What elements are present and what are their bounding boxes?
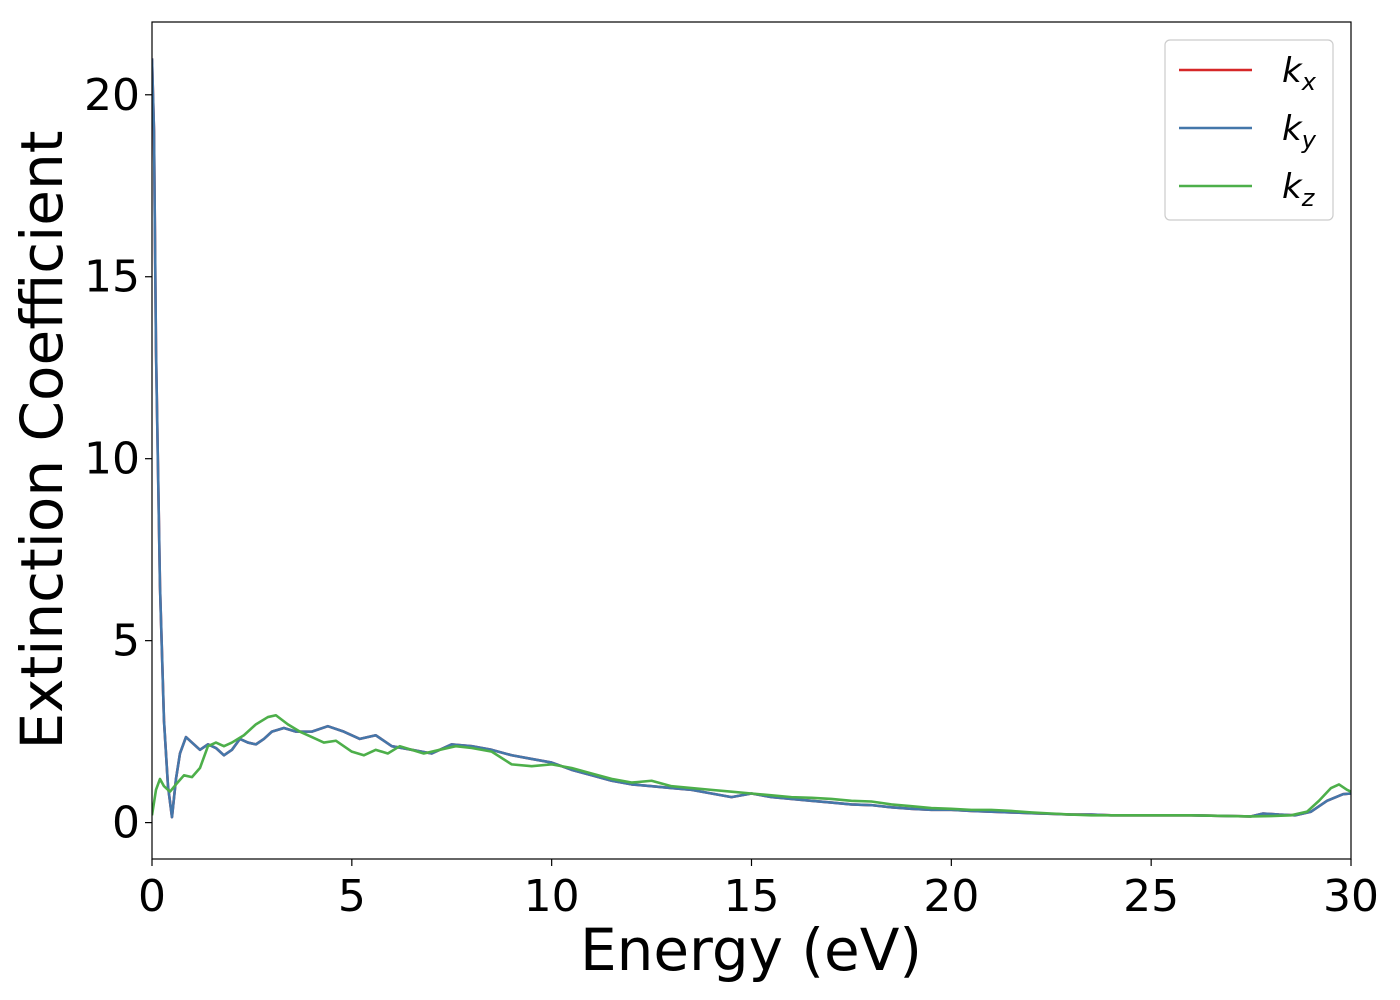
legend-box [1164, 39, 1334, 221]
y-axis-label: Extinction Coefficient [8, 131, 76, 750]
legend: kx ky kz [1164, 39, 1334, 221]
x-tick-label: 10 [524, 871, 580, 922]
x-tick-label: 25 [1123, 871, 1179, 922]
x-tick-label: 0 [138, 871, 166, 922]
series-lines [152, 58, 1351, 819]
legend-label-x: kx [1282, 51, 1317, 96]
y-tick-label: 20 [84, 70, 140, 121]
x-tick-label: 30 [1323, 871, 1379, 922]
legend-label-y: ky [1282, 109, 1317, 154]
y-tick-label: 10 [84, 434, 140, 485]
x-axis: 0 5 10 15 20 25 30 [138, 859, 1379, 922]
x-tick-label: 20 [923, 871, 979, 922]
series-line-z [152, 713, 1351, 818]
y-tick-label: 5 [112, 616, 140, 667]
x-axis-label: Energy (eV) [580, 916, 922, 984]
legend-label-z: kz [1282, 167, 1316, 212]
y-tick-label: 15 [84, 252, 140, 303]
y-axis: 0 5 10 15 20 [84, 70, 152, 849]
y-tick-label: 0 [112, 798, 140, 849]
x-tick-label: 15 [724, 871, 780, 922]
x-tick-label: 5 [338, 871, 366, 922]
